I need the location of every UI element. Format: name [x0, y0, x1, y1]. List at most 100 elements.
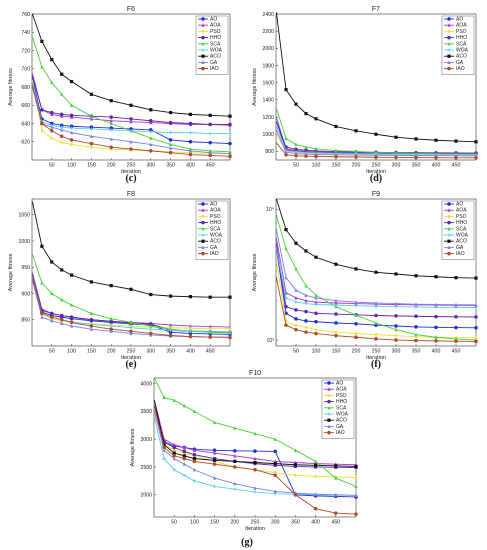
iao-point-11: [208, 153, 213, 158]
iao-point-4: [314, 331, 318, 336]
ga-point-7: [253, 486, 257, 490]
ga-point-2: [294, 288, 298, 292]
ao-point-8: [394, 324, 398, 328]
aco-point-2: [294, 241, 298, 245]
hho-point-3: [59, 313, 64, 318]
legend-hho-point-0: [327, 399, 331, 404]
aoa-point-11: [208, 324, 212, 329]
iao-point-6: [109, 145, 114, 150]
iao-point-3: [59, 134, 64, 139]
aco-point-1: [284, 87, 288, 92]
aco-point-1: [40, 244, 44, 248]
sca-point-5: [213, 420, 217, 425]
y-tick-label: 720: [21, 48, 30, 54]
aco-point-3: [304, 112, 308, 116]
pso-point-2: [172, 448, 176, 453]
legend-entry-hho: HHO: [336, 399, 347, 405]
iao-point-11: [454, 155, 458, 160]
sca-point-12: [228, 149, 232, 154]
hho-point-7: [129, 117, 133, 121]
iao-point-3: [182, 456, 187, 461]
ga-point-12: [354, 493, 358, 497]
legend-entry-iao: IAO: [336, 430, 345, 436]
x-tick-label: 200: [107, 349, 116, 355]
ao-point-5: [334, 321, 338, 325]
x-tick-label: 350: [412, 163, 421, 169]
ga-point-10: [188, 148, 192, 153]
ga-point-8: [149, 142, 153, 147]
aco-point-9: [169, 294, 173, 298]
y-tick-label: 640: [21, 121, 30, 127]
iao-point-10: [188, 152, 193, 157]
aoa-point-6: [233, 453, 237, 458]
x-tick-label: 300: [271, 520, 280, 526]
ga-point-2: [172, 456, 176, 461]
hho-point-8: [148, 118, 153, 123]
sca-point-11: [208, 148, 212, 153]
aco-point-12: [354, 464, 358, 469]
x-tick-label: 50: [293, 349, 299, 355]
pso-point-6: [354, 331, 358, 336]
legend-ao-point-0: [201, 202, 205, 206]
aco-point-8: [149, 292, 153, 297]
iao-point-6: [354, 155, 358, 159]
ao-point-6: [232, 448, 237, 453]
woa-point-3: [182, 473, 186, 477]
sca-point-4: [70, 103, 74, 107]
iao-point-2: [294, 327, 298, 332]
iao-point-4: [69, 138, 74, 142]
aco-point-4: [314, 117, 318, 121]
aoa-point-5: [334, 301, 338, 305]
ga-point-8: [394, 301, 398, 306]
legend-entry-ao: AO: [210, 17, 217, 23]
y-axis-label: Average fitness: [252, 253, 258, 291]
aoa-point-3: [182, 445, 186, 450]
iao-point-6: [232, 465, 237, 469]
sca-point-10: [314, 459, 318, 463]
chart-panel-f9: F9 50 100 150 200 250 300 350 400 450 Iteration 10³…: [252, 191, 478, 370]
aco-point-1: [284, 227, 288, 232]
hho-point-4: [192, 452, 197, 457]
ga-point-3: [60, 127, 64, 132]
iao-point-8: [394, 155, 398, 160]
legend-entry-sca: SCA: [210, 226, 221, 232]
pso-point-12: [228, 326, 232, 331]
ga-point-1: [40, 315, 44, 319]
ga-point-1: [162, 448, 166, 452]
sca-point-8: [149, 324, 153, 328]
hho-point-4: [69, 315, 74, 319]
sca-point-6: [354, 313, 358, 317]
legend-entry-pso: PSO: [456, 214, 467, 220]
legend-ga-point-0: [447, 60, 451, 64]
iao-point-7: [129, 147, 133, 151]
ga-point-12: [474, 302, 478, 307]
ao-point-9: [414, 325, 418, 329]
sca-point-7: [374, 150, 378, 154]
legend-woa-point-0: [447, 233, 451, 237]
legend-entry-sca: SCA: [210, 41, 221, 47]
aco-point-4: [70, 273, 74, 277]
woa-point-11: [454, 305, 458, 310]
aco-point-2: [50, 260, 54, 264]
woa-point-12: [474, 306, 478, 310]
hho-point-5: [334, 312, 338, 316]
iao-point-3: [59, 317, 64, 322]
iao-point-8: [148, 331, 153, 336]
y-tick-label: 760: [21, 12, 30, 18]
legend-entry-hho: HHO: [210, 220, 221, 226]
legend-entry-hho: HHO: [456, 220, 467, 226]
ga-point-9: [414, 302, 418, 306]
pso-point-10: [188, 326, 192, 331]
legend-box: [195, 15, 229, 75]
x-tick-label: 200: [352, 163, 361, 169]
legend-sca-point-0: [447, 226, 451, 231]
iao-point-12: [228, 335, 232, 340]
aco-point-3: [304, 249, 308, 253]
woa-point-7: [129, 129, 133, 133]
legend-entry-iao: IAO: [210, 66, 219, 72]
hho-point-3: [304, 309, 308, 314]
x-tick-label: 250: [372, 163, 381, 169]
aco-point-5: [89, 92, 93, 96]
